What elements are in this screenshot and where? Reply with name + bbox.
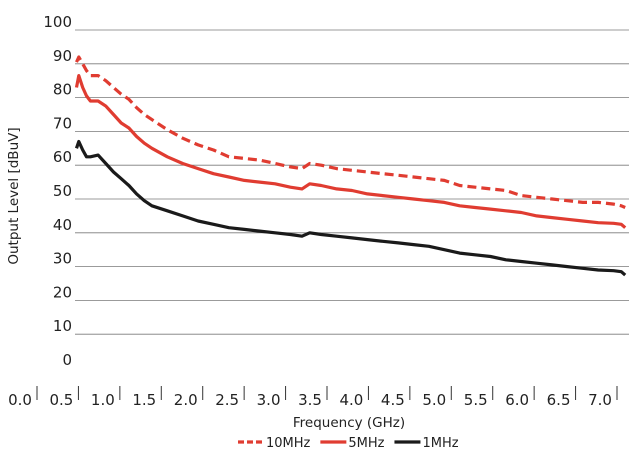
x-tick-label: 6.5 [547,391,571,409]
y-tick-label: 50 [53,182,72,200]
x-tick-label: 7.0 [588,391,612,409]
x-tick-label: 1.0 [91,391,115,409]
x-tick-label: 5.5 [464,391,488,409]
y-tick-label: 20 [53,283,72,301]
x-tick-label: 4.5 [381,391,405,409]
y-axis-label: Output Level [dBuV] [6,127,22,264]
y-tick-label: 90 [53,47,72,65]
x-tick-label: 6.0 [505,391,529,409]
x-tick-label: 2.5 [215,391,239,409]
y-tick-label: 30 [53,250,72,268]
y-tick-label: 40 [53,216,72,234]
y-tick-label: 80 [53,81,72,99]
x-axis-label: Frequency (GHz) [293,415,405,431]
gridlines [75,29,629,335]
series-line-10MHz [75,55,626,209]
y-tick-label: 100 [43,13,72,31]
y-tick-labels: 0 10 20 30 40 50 60 70 80 90 100 [43,13,72,369]
x-tick-label: 0.0 [8,391,32,409]
y-tick-label: 0 [62,351,72,369]
y-tick-label: 70 [53,114,72,132]
legend: 10MHz 5MHz 1MHz [238,436,459,451]
legend-label-1MHz: 1MHz [422,436,458,451]
x-tick-labels: 0.0 0.5 1.0 1.5 2.0 2.5 3.0 3.5 4.0 4.5 5.0 5.5 6.0 6… [8,386,618,409]
x-tick-label: 1.5 [132,391,156,409]
x-tick-label: 2.0 [174,391,198,409]
x-tick-label: 0.5 [49,391,73,409]
x-tick-label: 4.0 [339,391,363,409]
legend-label-5MHz: 5MHz [348,436,384,451]
y-tick-label: 60 [53,148,72,166]
x-tick-label: 3.5 [298,391,322,409]
series-lines [74,55,627,277]
series-line-5MHz [74,73,627,229]
legend-label-10MHz: 10MHz [266,436,311,451]
x-tick-label: 5.0 [422,391,446,409]
x-tick-label: 3.0 [257,391,281,409]
series-line-1MHz [74,139,627,277]
y-tick-label: 10 [53,317,72,335]
